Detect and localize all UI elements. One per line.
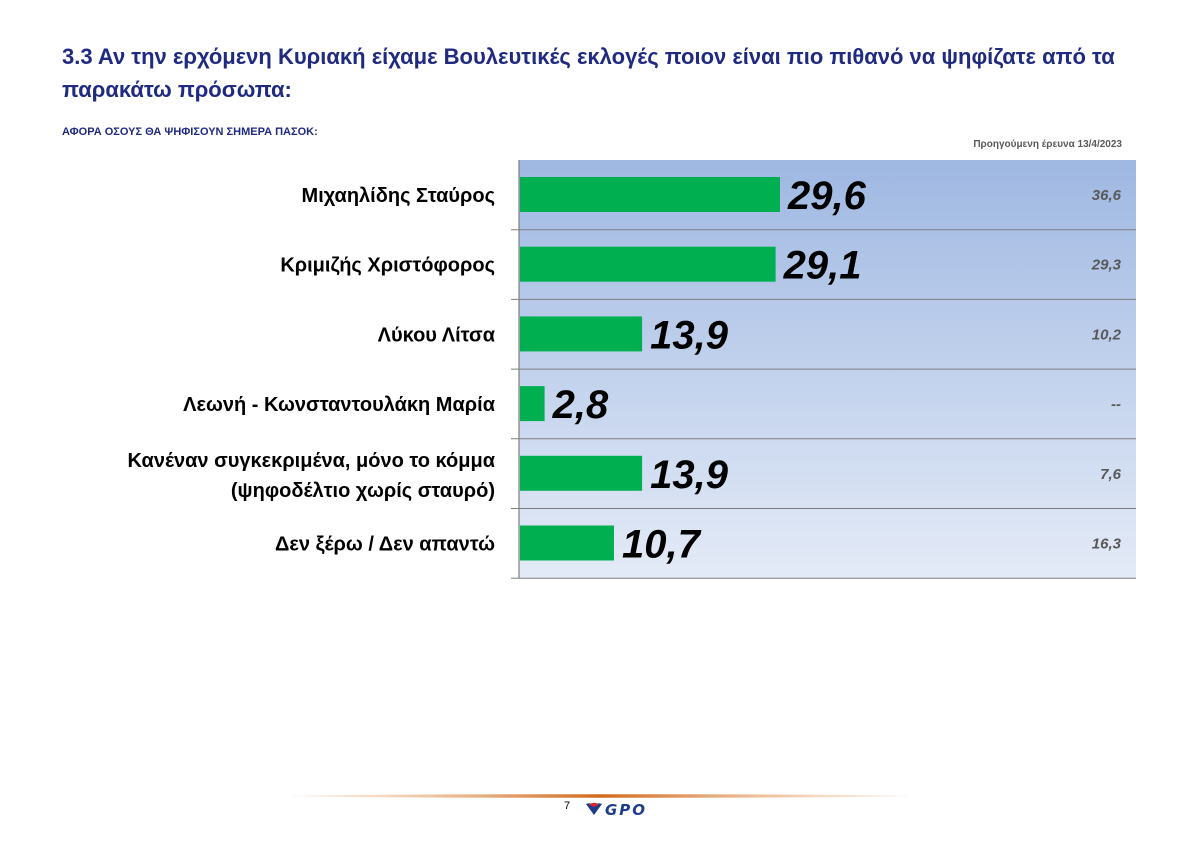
bar [520,455,643,491]
chart-subtitle: ΑΦΟΡΑ ΟΣΟΥΣ ΘΑ ΨΗΦΙΣΟΥΝ ΣΗΜΕΡΑ ΠΑΣΟΚ: [62,126,318,138]
gpo-logo: GPO [586,801,647,817]
category-label: Λύκου Λίτσα [378,324,496,346]
logo-mark-icon [586,803,602,815]
previous-value: 29,3 [1091,257,1122,274]
category-label-line: (ψηφοδέλτιο χωρίς σταυρό) [231,480,495,502]
previous-value: 10,2 [1092,326,1122,343]
bar [520,246,776,282]
footer-divider [290,794,910,798]
previous-value: 7,6 [1100,466,1122,483]
page-number: 7 [564,800,571,812]
previous-value: -- [1111,396,1121,413]
bar [520,177,780,212]
category-label: Κανέναν συγκεκριμένα, μόνο το κόμμα (ψηφο… [128,450,496,502]
previous-value: 16,3 [1092,536,1122,553]
logo-text: GPO [605,801,647,817]
data-label: 10,7 [622,523,702,567]
bar-chart: Μιχαηλίδης Σταύρος 29,6 36,6 Κριμιζής Χριστ… [128,160,1136,579]
data-label: 13,9 [650,313,729,357]
category-label: Λεωνή - Κωνσταντουλάκη Μαρία [183,394,496,416]
category-label: Δεν ξέρω / Δεν απαντώ [275,534,495,556]
data-label: 2,8 [552,383,609,427]
data-label: 29,6 [787,174,867,218]
bar [520,316,643,352]
bar [520,386,545,422]
bar [520,525,614,561]
previous-value: 36,6 [1092,187,1122,204]
page-title: 3.3 Αν την ερχόμενη Κυριακή είχαμε Βουλε… [62,44,1115,102]
data-label: 13,9 [650,453,729,497]
data-label: 29,1 [783,244,862,288]
category-label: Κριμιζής Χριστόφορος [280,255,495,277]
category-label-line: Κανέναν συγκεκριμένα, μόνο το κόμμα [128,450,496,472]
previous-survey-header: Προηγούμενη έρευνα 13/4/2023 [973,139,1122,150]
category-label: Μιχαηλίδης Σταύρος [302,185,495,207]
